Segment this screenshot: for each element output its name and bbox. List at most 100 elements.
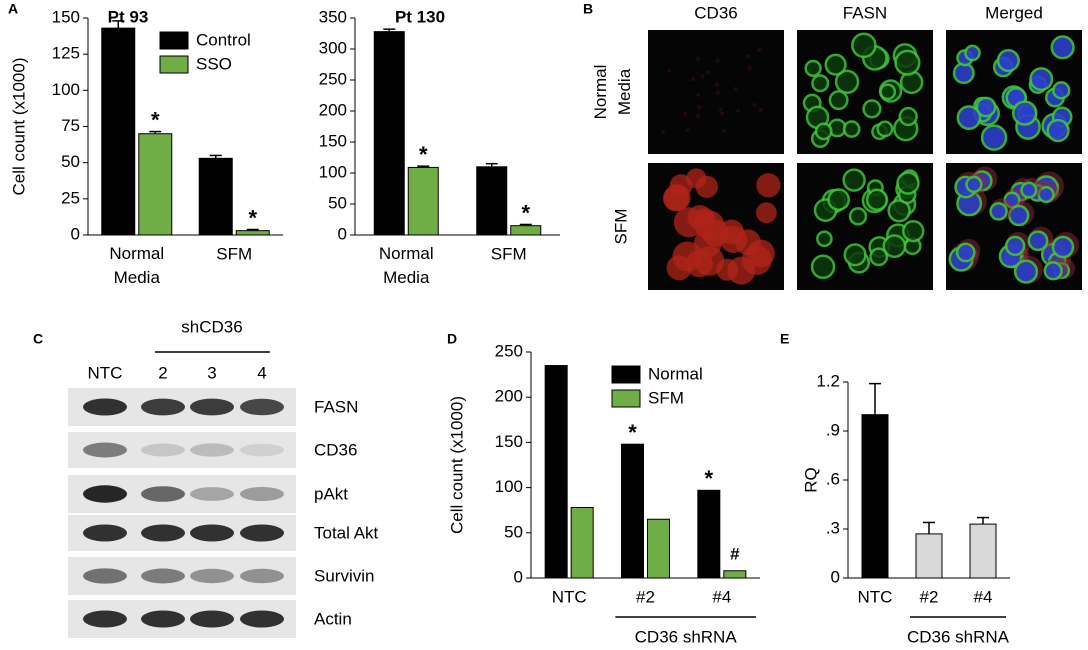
cell-signal <box>876 120 894 138</box>
cell-signal <box>879 83 897 101</box>
cell-signal <box>842 168 866 192</box>
legend-label: SFM <box>648 388 684 407</box>
micrograph <box>797 30 933 154</box>
cell-signal <box>862 99 882 119</box>
cell-signal <box>975 96 997 118</box>
panel-letter: A <box>8 1 18 17</box>
legend-label: Normal <box>648 364 703 383</box>
y-tick-label: 50 <box>328 193 347 212</box>
y-tick-label: 250 <box>319 69 347 88</box>
micrograph <box>648 163 784 290</box>
y-tick-label: 50 <box>504 522 523 541</box>
cell-signal <box>869 247 889 267</box>
y-tick-label: 100 <box>319 162 347 181</box>
cell-signal <box>700 74 705 79</box>
blot-band <box>141 398 185 416</box>
blot-band <box>240 524 284 542</box>
chart-title: Pt 130 <box>395 7 445 26</box>
row-label: Normal Media <box>591 65 634 120</box>
blot-band <box>240 610 284 628</box>
micrograph <box>648 30 784 154</box>
cell-signal <box>715 90 720 95</box>
cell-signal <box>695 113 700 118</box>
cell-signal <box>691 77 696 82</box>
cell-signal <box>865 188 889 211</box>
panel-letter: C <box>33 331 43 347</box>
y-tick-label: 125 <box>52 44 80 63</box>
cell-signal <box>697 105 702 110</box>
column-header: Merged <box>985 3 1043 22</box>
protein-label: CD36 <box>314 440 357 459</box>
cell-signal <box>842 120 861 138</box>
cell-signal <box>811 74 830 93</box>
significance-mark: * <box>628 420 637 445</box>
bar <box>510 225 542 236</box>
bar <box>697 489 721 579</box>
blot-band <box>141 568 185 584</box>
y-axis-label: RQ <box>801 467 820 493</box>
cell-signal <box>851 32 877 59</box>
x-tick-label: NTC <box>858 587 893 606</box>
micrograph <box>946 30 1082 154</box>
cell-signal <box>720 111 725 116</box>
blot-band <box>240 398 284 416</box>
bar <box>373 31 405 236</box>
legend-label: SSO <box>196 54 232 73</box>
blot-strip <box>68 475 296 513</box>
cell-signal <box>894 49 921 76</box>
y-tick-label: 0 <box>338 224 347 243</box>
cell-signal <box>733 86 738 91</box>
y-tick-label: 300 <box>319 38 347 57</box>
blot-band <box>141 610 185 628</box>
y-tick-label: .3 <box>826 518 840 537</box>
y-axis-label: Cell count (x1000) <box>9 58 28 196</box>
legend-label: Control <box>196 30 251 49</box>
cell-signal <box>816 230 833 248</box>
cell-signal <box>1029 67 1054 92</box>
cell-signal <box>882 234 907 259</box>
cell-signal <box>706 70 711 75</box>
cell-signal <box>1050 35 1075 60</box>
significance-mark: * <box>419 142 428 167</box>
cell-signal <box>814 122 833 141</box>
blot-band <box>240 486 284 502</box>
cell-signal <box>667 68 672 73</box>
legend-swatch <box>611 365 641 384</box>
cell-signal <box>714 82 719 87</box>
legend-swatch <box>159 55 189 74</box>
cell-signal <box>828 90 849 111</box>
blot-strip <box>68 432 296 468</box>
bar <box>198 157 233 236</box>
group-label: CD36 shRNA <box>907 627 1010 646</box>
error-bar <box>923 521 935 534</box>
y-tick-label: 50 <box>61 152 80 171</box>
y-tick-label: 350 <box>319 7 347 26</box>
cell-signal <box>965 175 983 194</box>
cell-signal <box>1052 81 1071 100</box>
bar <box>544 365 568 579</box>
blot-strip <box>68 557 296 595</box>
cell-signal <box>685 128 690 133</box>
cell-signal <box>848 207 868 226</box>
error-bar <box>869 382 881 415</box>
cell-signal <box>695 175 718 199</box>
error-bar <box>417 165 430 168</box>
protein-label: Actin <box>314 609 352 628</box>
blot-band <box>190 524 234 542</box>
y-axis-label: Cell count (x1000) <box>447 396 466 534</box>
bar <box>861 414 889 579</box>
cell-signal <box>758 107 763 112</box>
y-tick-label: 250 <box>495 341 523 360</box>
legend-swatch <box>159 31 189 50</box>
y-tick-label: 100 <box>52 80 80 99</box>
legend-swatch <box>611 389 641 408</box>
error-bar <box>485 162 498 167</box>
protein-label: FASN <box>314 397 358 416</box>
protein-label: Survivin <box>314 566 374 585</box>
cell-signal <box>746 54 751 59</box>
lane-label: 2 <box>158 363 167 382</box>
y-tick-label: .6 <box>826 469 840 488</box>
bar <box>621 443 644 579</box>
cell-signal <box>1020 181 1038 199</box>
